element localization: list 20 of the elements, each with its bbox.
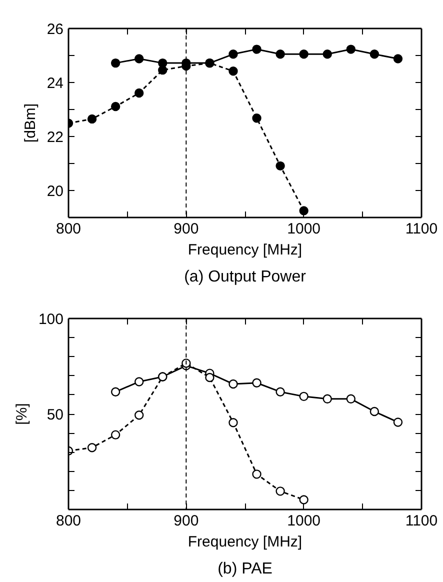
y-tick-label: 100 (38, 311, 64, 328)
y-axis-title: [%] (13, 403, 30, 425)
x-tick-label: 1100 (405, 512, 438, 530)
x-tick-label: 1100 (405, 220, 438, 238)
x-axis-title: Frequency [MHz] (188, 242, 302, 258)
x-tick-label: 800 (56, 512, 82, 530)
x-axis-title: Frequency [MHz] (188, 534, 302, 550)
y-tick-label: 26 (46, 21, 64, 38)
y-tick-label: 22 (46, 129, 64, 146)
y-tick-label: 20 (46, 183, 64, 200)
text: (b) PAE (218, 560, 272, 578)
y-tick-label: 24 (46, 75, 64, 92)
y-tick-label: 50 (46, 406, 64, 424)
x-tick-label: 800 (56, 220, 82, 238)
x-tick-label: 1000 (287, 512, 321, 530)
x-tick-label: 900 (174, 220, 199, 238)
y-axis-title: [dBm] (22, 103, 39, 143)
text: (a) Output Power (184, 268, 307, 286)
x-tick-label: 1000 (287, 220, 321, 238)
x-tick-label: 900 (174, 512, 199, 530)
